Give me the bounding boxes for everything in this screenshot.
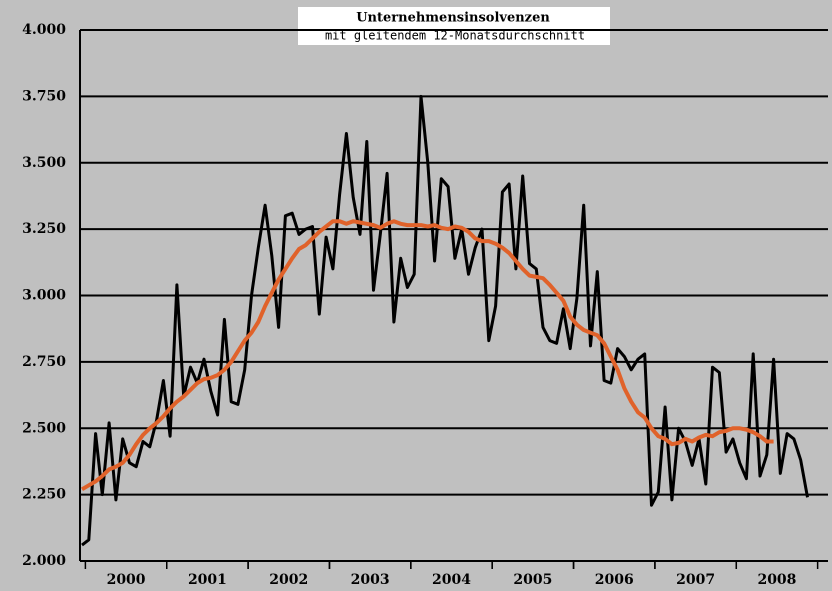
- y-tick-label: 3.500: [22, 155, 66, 171]
- chart-subtitle: mit gleitendem 12-Monatsdurchschnitt: [325, 29, 585, 43]
- y-tick-label: 2.500: [22, 420, 66, 436]
- y-tick-label: 3.250: [22, 221, 66, 237]
- series-line: [80, 219, 774, 492]
- series-line: [81, 94, 809, 547]
- y-tick-label: 3.750: [22, 88, 66, 104]
- y-tick-label: 2.250: [22, 487, 66, 503]
- y-tick-label: 2.000: [22, 553, 66, 569]
- x-tick-label: 2007: [676, 572, 715, 588]
- y-tick-label: 4.000: [22, 22, 66, 38]
- x-tick-label: 2001: [188, 572, 227, 588]
- y-tick-label: 3.000: [22, 288, 66, 304]
- x-tick-label: 2000: [107, 572, 146, 588]
- y-tick-label: 2.750: [22, 354, 66, 370]
- x-tick-label: 2006: [595, 572, 634, 588]
- chart-title: Unternehmensinsolvenzen: [356, 11, 550, 26]
- title-box: [298, 7, 610, 45]
- x-tick-label: 2002: [269, 572, 308, 588]
- x-tick-label: 2005: [513, 572, 552, 588]
- x-tick-label: 2003: [351, 572, 390, 588]
- x-tick-label: 2008: [757, 572, 796, 588]
- x-tick-label: 2004: [432, 572, 471, 588]
